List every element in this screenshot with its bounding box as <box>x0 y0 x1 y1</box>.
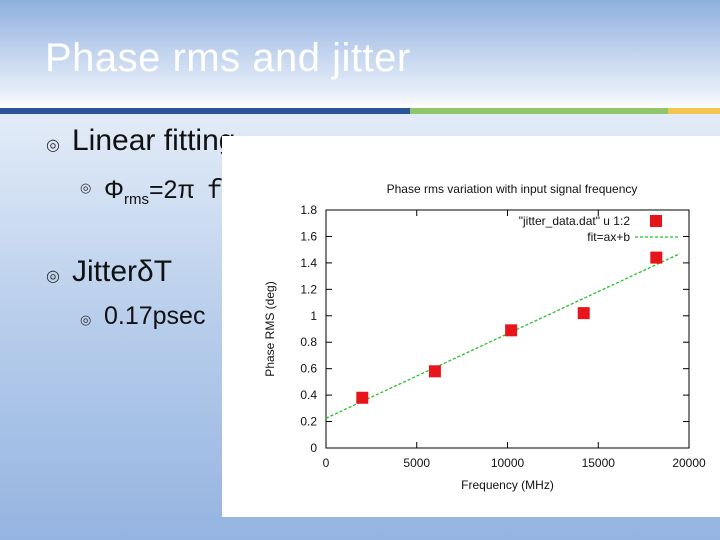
y-axis-label: Phase RMS (deg) <box>263 281 277 376</box>
x-tick-label: 20000 <box>672 456 706 470</box>
title-bar <box>0 0 720 108</box>
y-tick-label: 1.8 <box>300 203 317 217</box>
bullet-icon: ◎ <box>46 268 60 285</box>
chart-panel: 0 0.2 0.4 0.6 0.8 1 1.2 1.4 1.6 1.8 0 5000 10000 1500… <box>222 136 720 517</box>
y-tick-label: 1.4 <box>300 256 317 270</box>
formula-subscript: rms <box>123 191 149 208</box>
y-tick-label: 1.2 <box>300 282 317 296</box>
slide-title: Phase rms and jitter <box>45 36 411 80</box>
y-tick-label: 0.4 <box>300 388 317 402</box>
y-tick-label: 1.6 <box>300 229 317 243</box>
data-point <box>650 251 663 264</box>
data-point <box>428 365 441 378</box>
x-tick-label: 5000 <box>403 456 430 470</box>
data-point <box>505 324 518 337</box>
y-tick-label: 0.2 <box>300 415 317 429</box>
y-tick-label: 0.6 <box>300 362 317 376</box>
x-tick-label: 15000 <box>582 456 616 470</box>
legend-label-data: "jitter_data.dat" u 1:2 <box>519 214 631 228</box>
title-rule-green <box>410 108 668 114</box>
jitter-value: 0.17psec <box>104 302 206 330</box>
y-tick-label: 0 <box>310 441 317 455</box>
data-point <box>356 391 369 404</box>
sub-bullet-icon: ◎ <box>80 312 92 327</box>
y-tick-label: 0.8 <box>300 335 317 349</box>
sub-bullet-icon: ◎ <box>80 180 92 195</box>
y-tick-label: 1 <box>310 309 317 323</box>
fit-line <box>325 253 681 419</box>
legend-marker-data <box>650 215 662 227</box>
bullet-icon: ◎ <box>46 137 60 154</box>
bullet-jitter: JitterδT <box>72 255 173 288</box>
data-point <box>577 307 590 320</box>
phase-rms-chart: 0 0.2 0.4 0.6 0.8 1 1.2 1.4 1.6 1.8 0 5000 10000 1500… <box>263 182 706 492</box>
x-tick-label: 10000 <box>491 456 525 470</box>
bullet-linear-fitting: Linear fitting <box>72 124 236 157</box>
chart-title: Phase rms variation with input signal fr… <box>387 182 638 196</box>
x-tick-label: 0 <box>323 456 330 470</box>
x-axis-label: Frequency (MHz) <box>461 478 554 492</box>
formula-prefix: Φ <box>104 176 124 204</box>
title-rule-gold <box>668 108 720 114</box>
legend-label-fit: fit=ax+b <box>587 230 630 244</box>
title-rule-blue <box>0 108 410 114</box>
